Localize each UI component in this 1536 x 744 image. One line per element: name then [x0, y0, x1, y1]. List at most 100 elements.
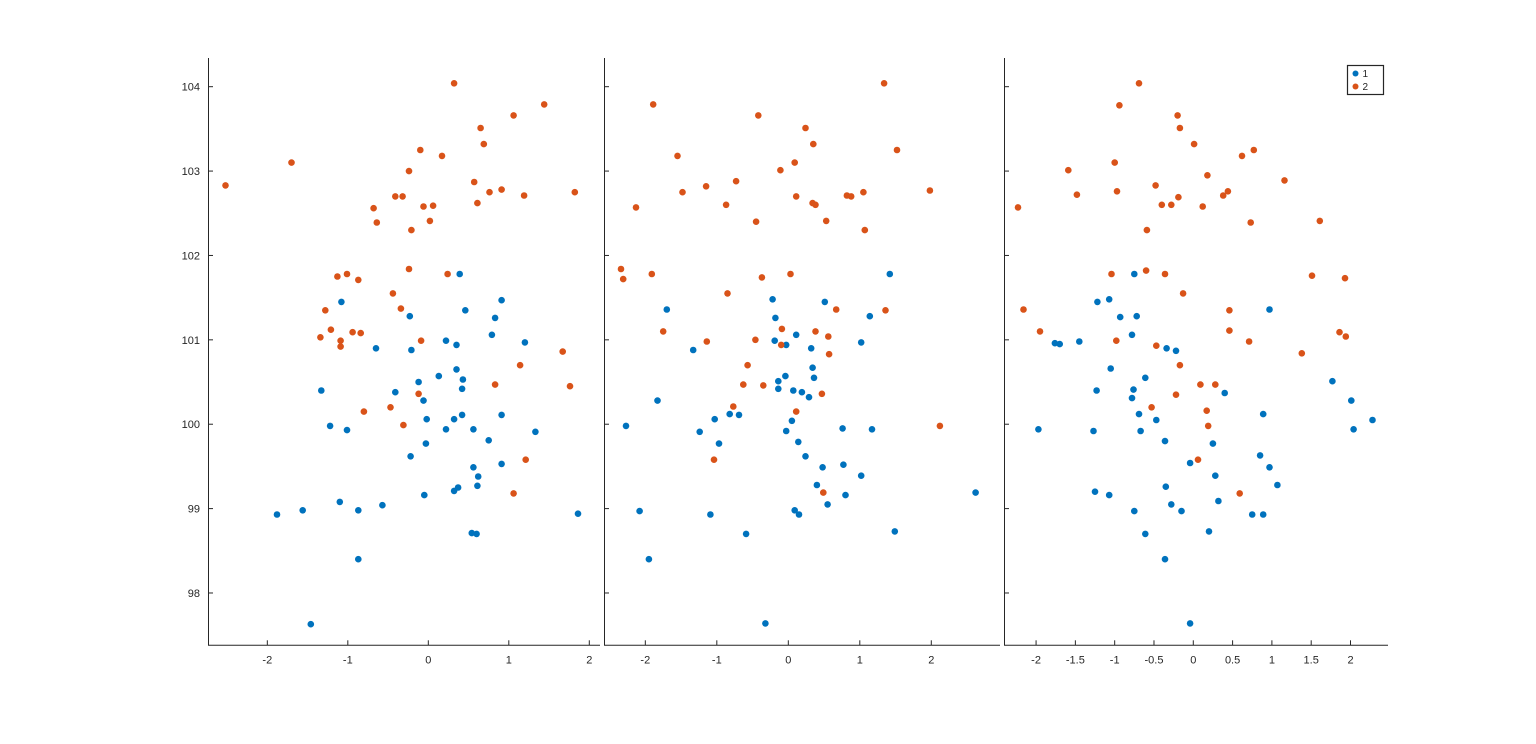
- scatter-point-class-1: [622, 422, 630, 430]
- scatter-point-class-2: [732, 177, 740, 185]
- scatter-point-class-2: [1281, 177, 1288, 184]
- scatter-point-class-1: [488, 331, 496, 339]
- scatter-point-class-2: [778, 325, 786, 333]
- scatter-point-class-1: [654, 397, 661, 404]
- panel-3-x-tick-label: 0: [1190, 654, 1196, 666]
- scatter-point-class-2: [317, 334, 324, 341]
- scatter-point-class-2: [417, 146, 424, 154]
- scatter-point-class-1: [326, 422, 334, 430]
- scatter-point-class-2: [1142, 267, 1150, 274]
- scatter-point-class-2: [1238, 152, 1246, 160]
- scatter-point-class-1: [1137, 427, 1144, 435]
- scatter-point-class-2: [450, 80, 458, 87]
- scatter-point-class-2: [740, 381, 747, 388]
- scatter-point-class-1: [485, 437, 493, 444]
- scatter-point-class-1: [972, 489, 979, 496]
- scatter-point-class-1: [435, 372, 443, 380]
- scatter-point-class-1: [840, 461, 847, 469]
- scatter-point-class-2: [1226, 327, 1233, 334]
- scatter-point-class-2: [758, 274, 766, 281]
- scatter-point-class-2: [1108, 270, 1115, 278]
- scatter-point-class-2: [426, 217, 434, 225]
- scatter-point-class-2: [399, 193, 406, 200]
- panel-3-series-1: [1035, 270, 1376, 627]
- legend-label: 2: [1363, 82, 1369, 93]
- scatter-point-class-1: [1212, 472, 1219, 480]
- panel-1-x-tick-label: -2: [262, 654, 272, 666]
- scatter-point-class-1: [1076, 338, 1083, 345]
- scatter-point-class-2: [1212, 381, 1219, 388]
- scatter-point-class-2: [288, 159, 295, 166]
- scatter-point-class-2: [1148, 404, 1155, 411]
- panel-1-x-tick-label: 0: [425, 654, 431, 666]
- scatter-point-class-2: [397, 305, 405, 312]
- scatter-point-class-2: [1153, 342, 1160, 350]
- scatter-point-class-2: [1113, 337, 1120, 345]
- scatter-point-class-2: [1298, 350, 1306, 357]
- scatter-point-class-1: [735, 411, 743, 419]
- scatter-point-class-1: [1130, 386, 1137, 393]
- scatter-point-class-1: [1035, 426, 1042, 433]
- panel-2-x-tick-label: -1: [712, 654, 722, 666]
- scatter-point-class-2: [632, 204, 640, 211]
- scatter-point-class-1: [355, 555, 362, 563]
- scatter-point-class-2: [415, 390, 422, 398]
- scatter-point-class-1: [299, 507, 307, 514]
- scatter-point-class-1: [772, 314, 779, 322]
- scatter-point-class-2: [498, 186, 505, 193]
- scatter-point-class-1: [819, 464, 826, 471]
- scatter-point-class-2: [936, 422, 944, 430]
- scatter-point-class-1: [1107, 365, 1114, 372]
- scatter-point-class-1: [807, 345, 815, 352]
- scatter-point-class-2: [337, 343, 344, 350]
- scatter-point-class-1: [771, 337, 778, 345]
- scatter-point-class-1: [423, 415, 431, 423]
- scatter-point-class-1: [421, 491, 428, 499]
- scatter-point-class-1: [1094, 298, 1101, 306]
- scatter-point-class-2: [1226, 307, 1233, 314]
- scatter-point-class-2: [722, 201, 730, 209]
- panel-1-x-tick-label: 2: [586, 654, 592, 666]
- scatter-point-class-2: [349, 328, 356, 336]
- scatter-point-class-2: [559, 348, 566, 355]
- scatter-point-class-1: [1329, 377, 1336, 385]
- scatter-point-class-1: [1369, 416, 1376, 424]
- scatter-point-class-2: [343, 270, 351, 278]
- scatter-point-class-1: [532, 428, 539, 436]
- scatter-point-class-1: [663, 306, 671, 313]
- scatter-point-class-2: [1341, 274, 1349, 282]
- scatter-point-class-1: [782, 341, 790, 349]
- scatter-point-class-1: [821, 298, 829, 306]
- panel-2-x-tick-label: 1: [857, 654, 863, 666]
- scatter-point-class-2: [1174, 112, 1181, 119]
- scatter-point-class-1: [1135, 410, 1143, 418]
- scatter-point-class-1: [715, 440, 723, 447]
- scatter-point-class-2: [420, 203, 427, 210]
- scatter-point-class-2: [334, 273, 341, 280]
- panel-1-x-tick-label: 1: [506, 654, 512, 666]
- scatter-point-class-1: [868, 426, 876, 433]
- scatter-point-class-1: [813, 481, 821, 489]
- scatter-point-class-2: [389, 290, 397, 297]
- scatter-point-class-1: [805, 393, 813, 401]
- scatter-point-class-2: [1197, 381, 1204, 388]
- scatter-point-class-1: [726, 410, 733, 418]
- scatter-point-class-2: [470, 178, 478, 186]
- scatter-point-class-2: [1161, 270, 1169, 278]
- scatter-point-class-1: [802, 453, 809, 460]
- scatter-point-class-2: [860, 188, 867, 196]
- scatter-point-class-1: [1153, 416, 1160, 424]
- scatter-point-class-1: [454, 484, 462, 491]
- scatter-point-class-2: [820, 489, 827, 496]
- scatter-point-class-1: [1163, 345, 1170, 352]
- scatter-point-class-2: [474, 199, 481, 207]
- scatter-point-class-1: [453, 366, 460, 373]
- scatter-point-class-2: [405, 167, 413, 175]
- scatter-point-class-2: [566, 382, 574, 390]
- scatter-point-class-1: [795, 511, 803, 518]
- scatter-point-class-2: [1250, 146, 1258, 154]
- scatter-point-class-1: [470, 426, 477, 433]
- legend-marker-class-1: [1352, 70, 1359, 77]
- scatter-point-class-2: [744, 361, 751, 369]
- scatter-point-class-1: [1259, 410, 1267, 418]
